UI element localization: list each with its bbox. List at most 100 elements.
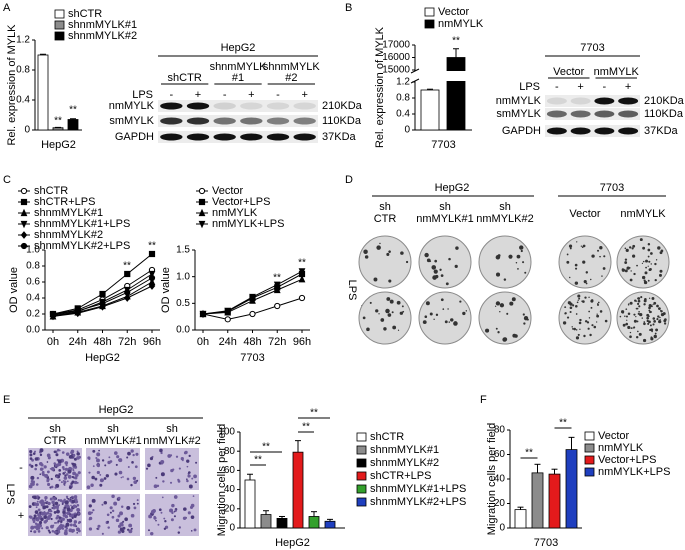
blot-strip <box>545 95 640 107</box>
x-tick-label: 24h <box>219 336 237 348</box>
colony <box>587 327 590 330</box>
x-tick-label: 96h <box>293 336 311 348</box>
colony <box>645 259 648 263</box>
colony-group-label: nmMYLK <box>620 208 666 220</box>
colony <box>388 279 392 283</box>
migrated-cell <box>43 520 47 524</box>
colony <box>440 274 444 277</box>
bar <box>324 520 336 529</box>
colony <box>431 265 437 270</box>
migrated-cell <box>171 511 174 515</box>
migrated-cell <box>52 504 55 507</box>
migrated-cell <box>131 461 134 464</box>
migrated-cell <box>132 476 137 481</box>
y-tick-label: 0.5 <box>176 298 190 309</box>
colony <box>637 299 641 303</box>
colony <box>516 254 521 259</box>
colony <box>442 308 445 310</box>
colony <box>629 331 632 334</box>
migrated-cell <box>57 530 61 534</box>
x-tick-label: 24h <box>69 336 87 348</box>
x-tick-label: 96h <box>143 336 161 348</box>
significance-label: ** <box>310 408 318 419</box>
legend-label: shnmMYLK#2 <box>370 457 439 469</box>
colony <box>588 296 590 299</box>
colony <box>602 267 606 270</box>
colony <box>523 322 526 325</box>
migrated-cell <box>192 495 195 497</box>
colony-group-label: nmMYLK#2 <box>476 213 533 225</box>
legend-label: shCTR <box>34 185 68 197</box>
migrated-cell <box>57 459 62 464</box>
y-tick-label: 0.0 <box>26 325 40 336</box>
colony <box>396 300 401 305</box>
colony <box>632 254 636 258</box>
significance-label: ** <box>262 442 270 453</box>
y-tick-label: 80 <box>224 446 236 457</box>
blot-band <box>240 117 263 125</box>
y-tick-label: 40 <box>494 474 506 485</box>
migrated-cell <box>136 499 139 502</box>
colony <box>576 241 578 243</box>
legend-label: Vector <box>438 6 470 18</box>
y-tick-label: 20 <box>494 498 506 509</box>
colony <box>444 320 448 324</box>
migrated-cell <box>135 452 139 456</box>
migrated-cell <box>174 509 177 512</box>
migrated-cell <box>72 453 76 457</box>
legend-label: nmMYLK <box>212 207 258 219</box>
migrated-cell <box>44 473 49 478</box>
legend-marker <box>20 231 28 239</box>
migrated-cell <box>150 531 154 536</box>
y-tick-label: 0.2 <box>26 309 40 320</box>
migrated-cell <box>35 506 38 509</box>
colony <box>439 268 442 271</box>
colony <box>589 333 592 337</box>
data-point <box>124 289 131 296</box>
colony <box>647 279 650 282</box>
y-tick-label: 20 <box>224 503 236 514</box>
migrated-cell <box>73 520 78 524</box>
blot-band <box>293 102 316 110</box>
colony <box>577 294 581 298</box>
migrated-cell <box>186 465 189 468</box>
migrated-cell <box>177 531 181 534</box>
colony <box>564 312 567 315</box>
migrated-cell <box>106 520 110 523</box>
migrated-cell <box>50 477 53 481</box>
y-tick-label: 16000 <box>382 52 410 63</box>
legend-swatch <box>424 19 435 29</box>
migrated-cell <box>91 475 95 480</box>
migrated-cell <box>115 463 118 466</box>
migrated-cell <box>39 522 42 525</box>
colony <box>657 315 660 318</box>
colony <box>649 324 652 327</box>
migrated-cell <box>160 511 163 514</box>
migrated-cell <box>49 497 53 501</box>
blot-lps-sign: - <box>276 89 280 101</box>
legend-marker <box>20 187 28 195</box>
legend-label: shCTR+LPS <box>34 196 95 208</box>
migrated-cell <box>55 506 58 509</box>
colony <box>645 266 647 269</box>
migrated-cell <box>37 530 41 533</box>
migrated-cell <box>117 496 121 500</box>
migrated-cell <box>96 527 99 530</box>
migrated-cell <box>28 463 32 467</box>
colony <box>597 301 600 304</box>
colony <box>630 270 632 272</box>
colony <box>627 303 630 306</box>
migrated-cell <box>96 470 100 475</box>
migrated-cell <box>71 499 76 504</box>
migrated-cell <box>47 501 51 506</box>
migrated-cell <box>71 516 74 520</box>
migrated-cell <box>51 529 55 533</box>
legend-marker <box>20 220 28 229</box>
migrated-cell <box>72 463 77 467</box>
migrated-cell <box>47 482 51 487</box>
colony <box>578 321 582 325</box>
panel-letter: B <box>345 2 352 14</box>
colony <box>584 296 587 299</box>
migrated-cell <box>171 503 175 508</box>
blot-band <box>570 127 591 135</box>
